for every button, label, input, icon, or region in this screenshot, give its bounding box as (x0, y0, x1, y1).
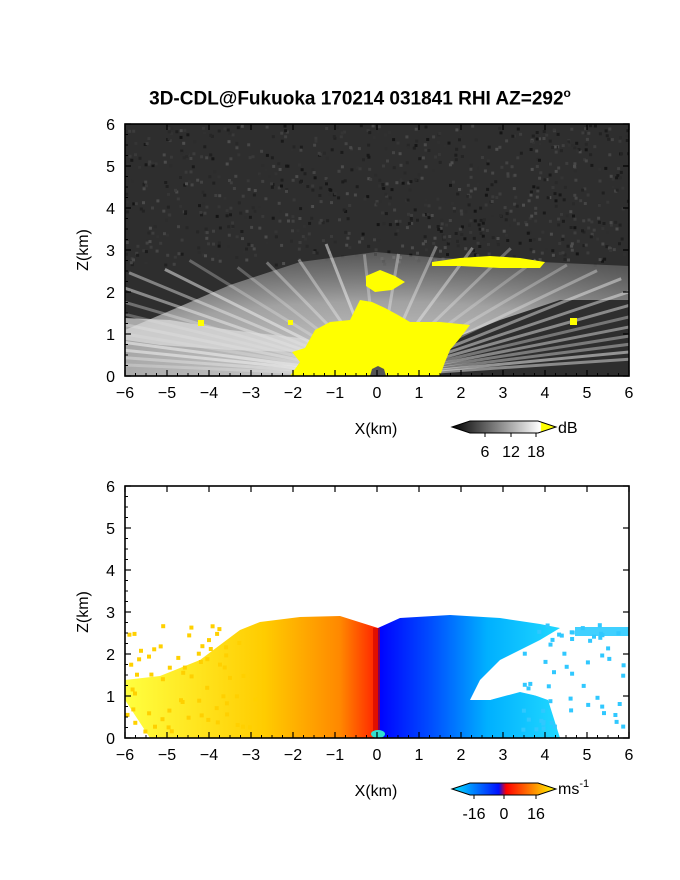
x-tick-label: 0 (373, 385, 382, 402)
y-tick-label: 6 (106, 479, 115, 496)
degree-symbol: o (563, 86, 571, 100)
x-tick-label: −2 (284, 385, 302, 402)
y-tick-label: 6 (106, 117, 115, 134)
x-tick-label: −1 (326, 385, 344, 402)
velocity-axes: −6 −5 −4 −3 −2 −1 0 1 2 3 4 5 6 0 1 2 3 4 5 6 (106, 479, 633, 764)
x-tick-label: 5 (583, 385, 592, 402)
x-tick-label: 6 (625, 747, 634, 764)
x-tick-label: 6 (625, 385, 634, 402)
reflectivity-field (125, 124, 629, 376)
velocity-panel: −6 −5 −4 −3 −2 −1 0 1 2 3 4 5 6 0 1 2 3 4 5 6 X(km) Z(km) m… (75, 479, 634, 823)
colorbar-tick-label: -16 (462, 806, 485, 823)
x-tick-label: 1 (415, 747, 424, 764)
x-tick-label: −3 (242, 747, 260, 764)
x-tick-label: 2 (457, 747, 466, 764)
colorbar-velocity (450, 782, 558, 796)
y-axis-label: Z(km) (75, 229, 92, 271)
x-tick-label: 4 (541, 385, 550, 402)
x-tick-label: −4 (200, 747, 218, 764)
y-tick-label: 2 (106, 647, 115, 664)
x-tick-label: −2 (284, 747, 302, 764)
y-tick-label: 0 (106, 731, 115, 748)
x-tick-label: 2 (457, 385, 466, 402)
x-tick-label: 0 (373, 747, 382, 764)
colorbar-unit: ms-1 (558, 778, 589, 798)
y-tick-label: 5 (106, 159, 115, 176)
colorbar-tick-label: 16 (527, 806, 545, 823)
y-tick-label: 4 (106, 563, 115, 580)
colorbar-tick-label: 12 (502, 444, 520, 461)
colorbar-tick-label: 18 (527, 444, 545, 461)
title-text: 3D-CDL@Fukuoka 170214 031841 RHI AZ=292 (149, 88, 564, 110)
x-tick-label: −5 (158, 747, 176, 764)
y-tick-label: 1 (106, 689, 115, 706)
reflectivity-colorbar: dB 6 12 18 (450, 420, 578, 461)
velocity-field (125, 486, 629, 738)
y-tick-label: 3 (106, 243, 115, 260)
x-tick-label: −6 (116, 385, 134, 402)
y-tick-label: 4 (106, 201, 115, 218)
x-tick-label: 3 (499, 747, 508, 764)
x-tick-label: 4 (541, 747, 550, 764)
y-tick-label: 1 (106, 327, 115, 344)
x-tick-label: −4 (200, 385, 218, 402)
x-tick-label: 1 (415, 385, 424, 402)
velocity-colorbar: ms-1 -16 0 16 (450, 778, 589, 823)
colorbar-tick-label: 6 (481, 444, 490, 461)
figure-title: 3D-CDL@Fukuoka 170214 031841 RHI AZ=292o (0, 86, 680, 110)
colorbar-unit: dB (558, 420, 578, 437)
reflectivity-axes: −6 −5 −4 −3 −2 −1 0 1 2 3 4 5 6 0 1 2 3 4 5 6 (106, 117, 633, 402)
colorbar-gray (450, 420, 558, 434)
y-axis-label: Z(km) (75, 591, 92, 633)
x-tick-label: −5 (158, 385, 176, 402)
y-tick-label: 3 (106, 605, 115, 622)
x-axis-label: X(km) (355, 783, 398, 800)
y-tick-label: 2 (106, 285, 115, 302)
y-tick-label: 0 (106, 369, 115, 386)
x-tick-label: −6 (116, 747, 134, 764)
x-tick-label: 3 (499, 385, 508, 402)
colorbar-tick-label: 0 (500, 806, 509, 823)
x-axis-label: X(km) (355, 421, 398, 438)
x-tick-label: 5 (583, 747, 592, 764)
x-tick-label: −1 (326, 747, 344, 764)
y-tick-label: 5 (106, 521, 115, 538)
x-tick-label: −3 (242, 385, 260, 402)
